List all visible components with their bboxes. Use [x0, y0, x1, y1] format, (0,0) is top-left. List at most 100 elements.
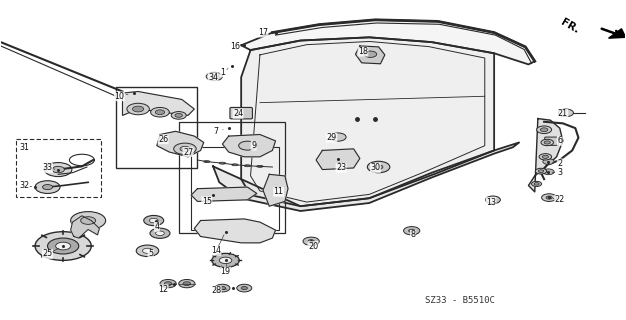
- Text: 6: 6: [557, 136, 562, 145]
- FancyBboxPatch shape: [230, 108, 252, 119]
- Text: 31: 31: [19, 143, 29, 152]
- Text: 20: 20: [308, 242, 318, 251]
- Circle shape: [43, 185, 53, 190]
- Polygon shape: [241, 20, 535, 64]
- Circle shape: [81, 217, 96, 224]
- Circle shape: [156, 231, 165, 236]
- Text: 13: 13: [486, 197, 496, 206]
- Polygon shape: [241, 37, 494, 206]
- Text: 4: 4: [155, 222, 160, 231]
- Text: 32: 32: [19, 181, 29, 190]
- Circle shape: [144, 215, 164, 226]
- Circle shape: [48, 238, 79, 254]
- Text: 2: 2: [557, 159, 562, 168]
- Text: 11: 11: [274, 188, 284, 196]
- Circle shape: [364, 51, 377, 57]
- Text: 12: 12: [158, 284, 168, 293]
- Circle shape: [540, 128, 548, 132]
- Text: 29: 29: [327, 133, 337, 142]
- Text: 5: 5: [148, 250, 153, 259]
- Text: 15: 15: [202, 197, 212, 206]
- Text: 7: 7: [213, 127, 218, 136]
- Circle shape: [35, 181, 60, 194]
- Circle shape: [534, 183, 539, 185]
- Circle shape: [215, 284, 230, 292]
- Circle shape: [211, 75, 217, 78]
- Circle shape: [143, 248, 153, 253]
- Text: 34: 34: [208, 73, 218, 82]
- Circle shape: [536, 126, 552, 133]
- Polygon shape: [222, 134, 275, 157]
- Text: 21: 21: [558, 109, 568, 118]
- Circle shape: [151, 108, 170, 117]
- Circle shape: [542, 155, 548, 158]
- Circle shape: [150, 228, 170, 238]
- Text: 14: 14: [211, 246, 221, 255]
- Polygon shape: [263, 174, 288, 206]
- Polygon shape: [123, 92, 194, 116]
- Circle shape: [541, 194, 557, 201]
- Text: 33: 33: [43, 164, 53, 172]
- Circle shape: [538, 170, 544, 172]
- Circle shape: [136, 245, 159, 257]
- Circle shape: [219, 257, 232, 264]
- Text: 25: 25: [43, 250, 53, 259]
- Polygon shape: [194, 219, 275, 243]
- Circle shape: [544, 141, 550, 144]
- Circle shape: [237, 284, 252, 292]
- Text: 16: 16: [230, 42, 240, 52]
- Circle shape: [35, 232, 91, 260]
- Circle shape: [330, 133, 346, 141]
- Circle shape: [173, 143, 196, 155]
- Circle shape: [206, 72, 222, 81]
- Text: 23: 23: [336, 164, 346, 172]
- Circle shape: [180, 146, 190, 151]
- Circle shape: [219, 286, 225, 290]
- Circle shape: [56, 242, 71, 250]
- Circle shape: [546, 196, 552, 199]
- Circle shape: [308, 240, 314, 243]
- Circle shape: [44, 163, 72, 177]
- Text: 3: 3: [557, 168, 562, 177]
- Text: SZ33 - B5510C: SZ33 - B5510C: [425, 296, 495, 305]
- Polygon shape: [191, 187, 257, 201]
- Circle shape: [543, 169, 554, 175]
- Polygon shape: [608, 29, 625, 38]
- Text: 22: 22: [555, 195, 565, 204]
- Circle shape: [541, 139, 553, 146]
- Text: 27: 27: [183, 148, 193, 156]
- Circle shape: [175, 114, 182, 117]
- Circle shape: [303, 237, 319, 245]
- Text: 26: 26: [158, 135, 168, 144]
- Polygon shape: [528, 119, 563, 192]
- Circle shape: [543, 159, 554, 164]
- Circle shape: [160, 279, 176, 288]
- Circle shape: [165, 282, 172, 285]
- Text: 19: 19: [220, 267, 230, 276]
- Text: 24: 24: [233, 109, 243, 118]
- Text: FR.: FR.: [558, 17, 580, 35]
- Circle shape: [150, 218, 158, 223]
- Circle shape: [183, 282, 190, 285]
- Text: 28: 28: [211, 286, 221, 295]
- Circle shape: [133, 106, 144, 112]
- Circle shape: [485, 196, 500, 204]
- Polygon shape: [213, 142, 519, 211]
- Circle shape: [178, 279, 195, 288]
- Polygon shape: [356, 46, 385, 64]
- Circle shape: [535, 168, 546, 174]
- Text: 8: 8: [411, 230, 416, 239]
- Text: 18: 18: [358, 47, 368, 56]
- Circle shape: [367, 161, 390, 173]
- Circle shape: [531, 181, 541, 187]
- Circle shape: [239, 141, 256, 150]
- Circle shape: [155, 110, 165, 115]
- FancyBboxPatch shape: [545, 137, 558, 145]
- Circle shape: [172, 112, 186, 119]
- Text: 10: 10: [115, 92, 125, 101]
- Polygon shape: [157, 131, 203, 157]
- Polygon shape: [71, 216, 100, 238]
- Text: 17: 17: [258, 28, 268, 37]
- Circle shape: [127, 103, 150, 115]
- Circle shape: [374, 165, 383, 169]
